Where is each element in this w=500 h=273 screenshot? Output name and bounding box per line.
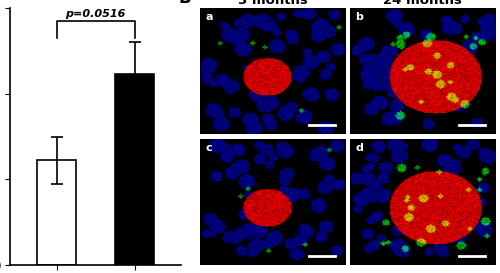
Text: B: B <box>178 0 190 7</box>
Text: p=0.0516: p=0.0516 <box>66 9 126 19</box>
Bar <box>37 160 76 265</box>
Text: Insulin/CD8b/DAPI: Insulin/CD8b/DAPI <box>179 167 188 237</box>
Text: c: c <box>206 143 212 153</box>
Text: d: d <box>356 143 364 153</box>
Text: a: a <box>206 12 213 22</box>
Title: 3 months: 3 months <box>238 0 308 7</box>
Text: Insulin/CD4/DAPI: Insulin/CD4/DAPI <box>179 39 188 103</box>
Bar <box>115 75 154 265</box>
Text: b: b <box>356 12 364 22</box>
Title: 24 months: 24 months <box>383 0 462 7</box>
